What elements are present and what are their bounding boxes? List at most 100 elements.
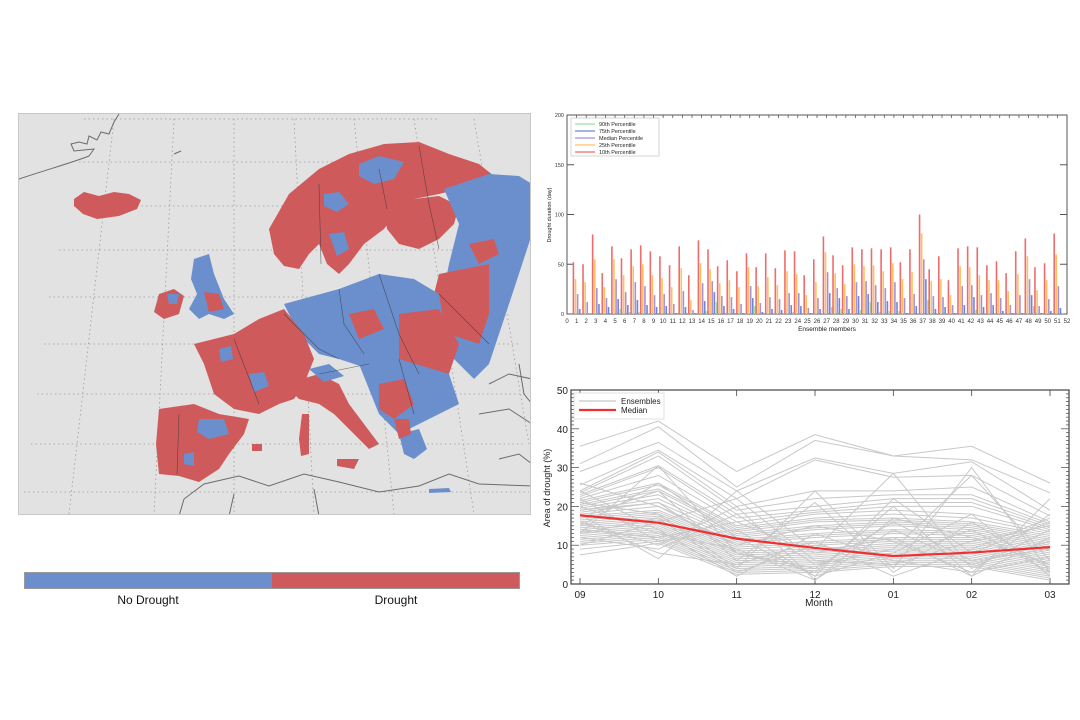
line-xtick-label: 03 bbox=[1044, 590, 1056, 601]
line-ytick-label: 30 bbox=[557, 464, 569, 475]
bar bbox=[934, 309, 937, 314]
bar bbox=[901, 279, 904, 314]
ensemble-line bbox=[579, 521, 1051, 577]
bar bbox=[786, 271, 788, 314]
bar bbox=[1014, 251, 1017, 314]
bar-xtick-label: 7 bbox=[633, 319, 637, 325]
bar bbox=[882, 271, 885, 314]
bar bbox=[928, 269, 930, 314]
bar bbox=[723, 306, 725, 314]
bar bbox=[572, 262, 575, 314]
bar bbox=[903, 298, 906, 314]
bar bbox=[807, 308, 810, 314]
country-borders bbox=[176, 145, 490, 475]
bar bbox=[730, 297, 733, 314]
bar bbox=[1034, 267, 1036, 314]
bar bbox=[817, 298, 819, 314]
bar-xtick-label: 29 bbox=[843, 319, 850, 325]
bar-xtick-label: 0 bbox=[565, 319, 569, 325]
bar bbox=[646, 305, 648, 314]
line-ytick-label: 50 bbox=[557, 386, 569, 397]
bar bbox=[915, 306, 918, 314]
bar bbox=[843, 284, 846, 314]
bar bbox=[613, 259, 615, 314]
bar-xtick-label: 33 bbox=[881, 319, 888, 325]
bar bbox=[988, 280, 990, 314]
bar bbox=[740, 304, 742, 314]
bar bbox=[619, 309, 622, 314]
bar bbox=[774, 268, 777, 314]
bar bbox=[626, 305, 629, 314]
bar bbox=[944, 307, 946, 314]
bar-xtick-label: 8 bbox=[642, 319, 646, 325]
bar bbox=[1050, 311, 1052, 314]
bar bbox=[638, 312, 641, 314]
bar bbox=[620, 258, 623, 314]
bar bbox=[824, 252, 827, 314]
bar bbox=[1030, 295, 1033, 314]
bar bbox=[769, 297, 771, 314]
bar bbox=[795, 274, 798, 314]
bar bbox=[884, 288, 887, 314]
bar-xtick-label: 21 bbox=[766, 319, 773, 325]
bar bbox=[946, 313, 948, 314]
legend-swatch-drought bbox=[272, 573, 519, 588]
bar bbox=[922, 259, 925, 314]
bar-xtick-label: 31 bbox=[862, 319, 869, 325]
bar bbox=[639, 245, 642, 314]
line-legend-entry: Ensembles bbox=[621, 397, 661, 406]
bar-xtick-label: 27 bbox=[823, 319, 830, 325]
legend-swatch-no-drought bbox=[25, 573, 272, 588]
bar bbox=[984, 313, 987, 314]
bar-xtick-label: 5 bbox=[613, 319, 617, 325]
ensemble-line bbox=[579, 467, 1051, 529]
bar bbox=[1036, 290, 1038, 314]
bar bbox=[713, 292, 716, 314]
bar bbox=[718, 283, 721, 314]
bar bbox=[853, 264, 856, 314]
bar bbox=[754, 306, 756, 314]
bar bbox=[894, 282, 896, 314]
land-regions bbox=[74, 142, 530, 493]
bar bbox=[648, 313, 650, 314]
bar bbox=[773, 313, 775, 314]
bar bbox=[725, 313, 727, 314]
bar bbox=[961, 286, 964, 314]
bar bbox=[675, 313, 677, 314]
bar bbox=[963, 305, 966, 314]
bar-xtick-label: 2 bbox=[585, 319, 589, 325]
bar bbox=[682, 291, 685, 314]
line-ytick-label: 40 bbox=[557, 425, 569, 436]
bar bbox=[598, 304, 600, 314]
line-chart-axes: 0 10 20 30 40 50 09 10 11 12 01 02 03 bbox=[557, 386, 1070, 601]
bar bbox=[927, 300, 929, 314]
bar-xtick-label: 28 bbox=[833, 319, 840, 325]
bar-ytick-label: 200 bbox=[555, 113, 564, 119]
bar bbox=[938, 256, 940, 314]
bar-xtick-label: 13 bbox=[689, 319, 696, 325]
bar bbox=[834, 273, 836, 314]
bar bbox=[819, 309, 821, 314]
bar bbox=[581, 313, 583, 314]
line-ytick-label: 0 bbox=[562, 580, 568, 591]
bar-xtick-label: 23 bbox=[785, 319, 792, 325]
bar-xtick-label: 37 bbox=[919, 319, 926, 325]
bar-xtick-label: 35 bbox=[900, 319, 907, 325]
bar bbox=[703, 301, 706, 314]
bar bbox=[918, 214, 921, 314]
bar bbox=[642, 264, 644, 314]
bar bbox=[582, 264, 584, 314]
bar bbox=[649, 251, 652, 314]
bar bbox=[692, 310, 694, 314]
bar-xtick-label: 50 bbox=[1044, 319, 1051, 325]
bar bbox=[813, 259, 815, 314]
ensemble-line bbox=[579, 498, 1051, 542]
line-xtick-label: 10 bbox=[653, 590, 665, 601]
bar-xtick-label: 36 bbox=[910, 319, 917, 325]
bar bbox=[767, 277, 769, 314]
bar-ytick-label: 100 bbox=[555, 213, 564, 219]
bar bbox=[615, 279, 617, 314]
bar bbox=[755, 267, 757, 314]
